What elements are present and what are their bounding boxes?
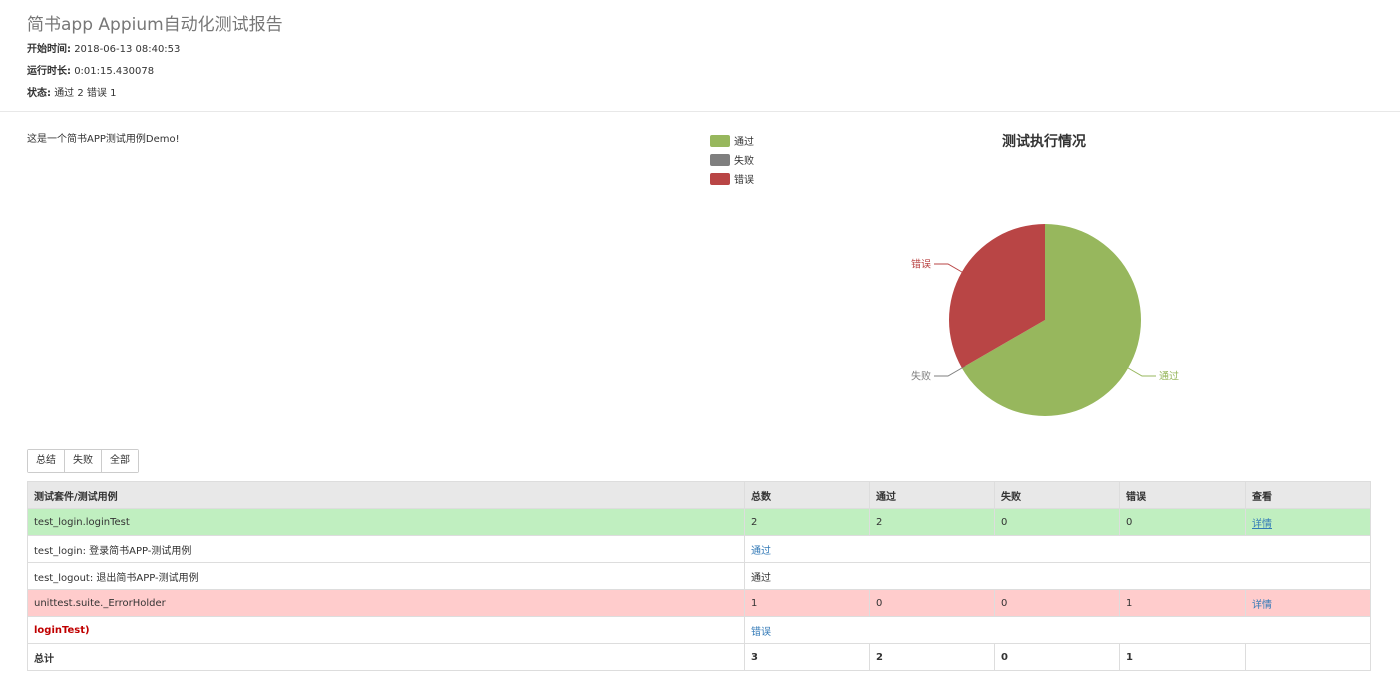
legend-item-error[interactable]: 错误 xyxy=(710,169,754,188)
total-pass: 2 xyxy=(869,643,995,671)
suite-total: 1 xyxy=(744,589,870,617)
header-view: 查看 xyxy=(1245,481,1371,509)
legend-item-fail[interactable]: 失败 xyxy=(710,150,754,169)
pie-leader-error xyxy=(934,263,966,275)
table-row: unittest.suite._ErrorHolder 1 0 0 1 详情 xyxy=(27,589,1371,617)
table-row: loginTest) 错误 xyxy=(27,616,1371,644)
pie-leader-fail xyxy=(934,365,966,377)
table-row: test_login.loginTest 2 2 0 0 详情 xyxy=(27,508,1371,536)
error-case-name: loginTest) xyxy=(34,624,90,636)
suite-name: test_login.loginTest xyxy=(27,508,745,536)
legend-label-error: 错误 xyxy=(734,175,754,186)
table-row: test_logout: 退出简书APP-测试用例 通过 xyxy=(27,562,1371,590)
legend-swatch-fail xyxy=(710,153,730,166)
legend-item-pass[interactable]: 通过 xyxy=(710,131,754,150)
suite-fail: 0 xyxy=(994,589,1120,617)
legend-swatch-pass xyxy=(710,134,730,147)
legend-label-fail: 失败 xyxy=(734,156,754,167)
pie-label-error: 错误 xyxy=(911,258,931,271)
header-pass: 通过 xyxy=(869,481,995,509)
table-row: test_login: 登录简书APP-测试用例 通过 xyxy=(27,535,1371,563)
pie-slice-error[interactable] xyxy=(949,224,1045,368)
pie-label-fail: 失败 xyxy=(911,370,931,383)
header-divider xyxy=(0,111,1400,112)
suite-pass: 0 xyxy=(869,589,995,617)
duration-label: 运行时长: xyxy=(27,66,71,77)
suite-error: 0 xyxy=(1119,508,1246,536)
case-name: test_logout: 退出简书APP-测试用例 xyxy=(27,562,745,590)
filter-button-group: 总结 失败 全部 xyxy=(27,449,139,473)
header-error: 错误 xyxy=(1119,481,1246,509)
failed-button[interactable]: 失败 xyxy=(65,450,102,472)
summary-button[interactable]: 总结 xyxy=(28,450,65,472)
duration-value: 0:01:15.430078 xyxy=(74,66,155,77)
start-time: 开始时间: 2018-06-13 08:40:53 xyxy=(27,40,180,55)
detail-link[interactable]: 详情 xyxy=(1252,599,1272,611)
legend-swatch-error xyxy=(710,172,730,185)
case-name-cell: loginTest) xyxy=(27,616,745,644)
case-result-cell: 错误 xyxy=(744,616,1371,644)
start-time-label: 开始时间: xyxy=(27,44,71,55)
results-table: 测试套件/测试用例 总数 通过 失败 错误 查看 test_login.logi… xyxy=(27,481,1371,671)
total-view xyxy=(1245,643,1371,671)
suite-view-cell: 详情 xyxy=(1245,589,1371,617)
pie-label-pass: 通过 xyxy=(1159,370,1179,383)
total-label: 总计 xyxy=(27,643,745,671)
suite-view-cell: 详情 xyxy=(1245,508,1371,536)
all-button[interactable]: 全部 xyxy=(102,450,138,472)
case-result-link[interactable]: 错误 xyxy=(751,626,771,638)
suite-name: unittest.suite._ErrorHolder xyxy=(27,589,745,617)
total-row: 总计 3 2 0 1 xyxy=(27,643,1371,671)
total-fail: 0 xyxy=(994,643,1120,671)
duration: 运行时长: 0:01:15.430078 xyxy=(27,62,154,77)
chart-title: 测试执行情况 xyxy=(1002,134,1086,150)
suite-error: 1 xyxy=(1119,589,1246,617)
header-suite-case: 测试套件/测试用例 xyxy=(27,481,745,509)
status-label: 状态: xyxy=(27,88,51,99)
status-value: 通过 2 错误 1 xyxy=(54,88,117,99)
case-result-cell: 通过 xyxy=(744,535,1371,563)
legend-label-pass: 通过 xyxy=(734,137,754,148)
total-error: 1 xyxy=(1119,643,1246,671)
page-title: 简书app Appium自动化测试报告 xyxy=(27,15,283,35)
table-header-row: 测试套件/测试用例 总数 通过 失败 错误 查看 xyxy=(27,481,1371,509)
suite-pass: 2 xyxy=(869,508,995,536)
case-name: test_login: 登录简书APP-测试用例 xyxy=(27,535,745,563)
case-result-cell: 通过 xyxy=(744,562,1371,590)
suite-total: 2 xyxy=(744,508,870,536)
total-count: 3 xyxy=(744,643,870,671)
chart-legend: 通过 失败 错误 xyxy=(710,131,754,188)
status: 状态: 通过 2 错误 1 xyxy=(27,84,116,99)
pie-leader-pass xyxy=(1124,365,1156,377)
header-total: 总数 xyxy=(744,481,870,509)
case-result-link[interactable]: 通过 xyxy=(751,545,771,557)
pie-slice-pass[interactable] xyxy=(961,224,1141,416)
start-time-value: 2018-06-13 08:40:53 xyxy=(74,44,181,55)
header-fail: 失败 xyxy=(994,481,1120,509)
report-description: 这是一个简书APP测试用例Demo! xyxy=(27,134,180,145)
detail-link[interactable]: 详情 xyxy=(1252,518,1272,530)
pie-chart: 通过 失败 错误 xyxy=(911,224,1179,416)
suite-fail: 0 xyxy=(994,508,1120,536)
